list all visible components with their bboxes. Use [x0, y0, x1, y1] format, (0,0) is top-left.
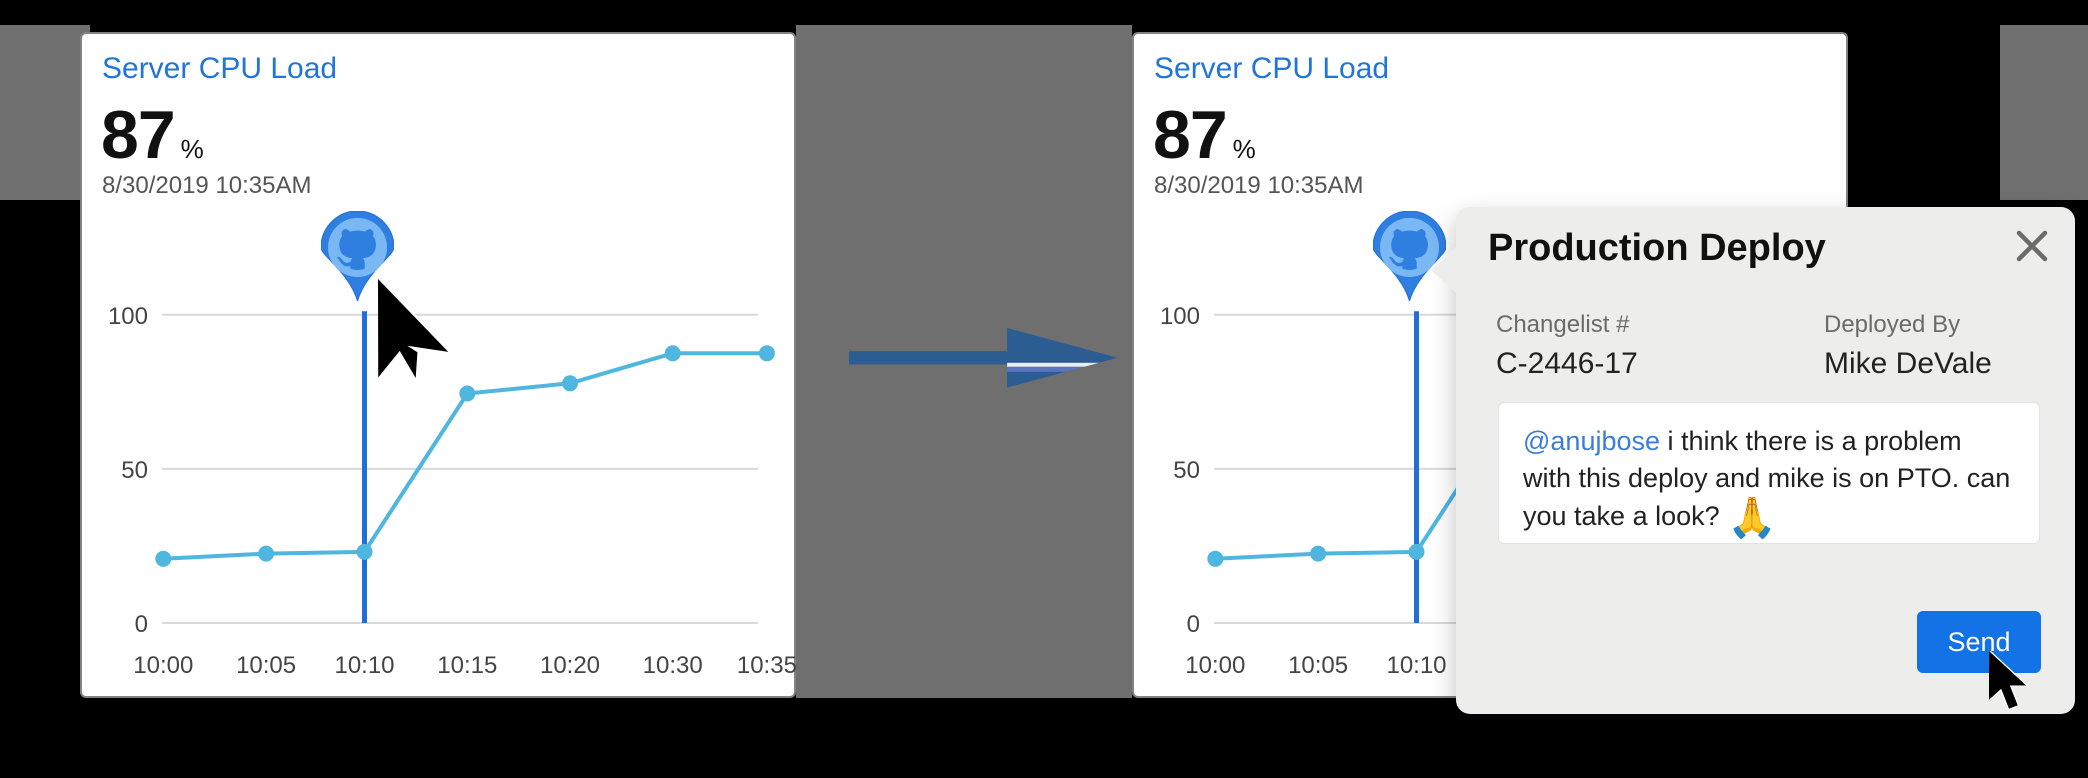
svg-text:10:10: 10:10	[334, 652, 394, 679]
svg-text:10:20: 10:20	[540, 652, 600, 679]
svg-text:10:05: 10:05	[1288, 652, 1348, 679]
svg-text:10:35: 10:35	[737, 652, 797, 679]
svg-text:50: 50	[1173, 457, 1200, 484]
svg-text:0: 0	[135, 611, 148, 638]
svg-text:10:05: 10:05	[236, 652, 296, 679]
svg-text:0: 0	[1187, 611, 1200, 638]
svg-text:10:30: 10:30	[643, 652, 703, 679]
svg-text:50: 50	[121, 457, 148, 484]
svg-text:100: 100	[108, 303, 148, 330]
svg-text:10:10: 10:10	[1386, 652, 1446, 679]
svg-text:100: 100	[1160, 303, 1200, 330]
svg-text:10:00: 10:00	[133, 652, 193, 679]
svg-text:10:00: 10:00	[1185, 652, 1245, 679]
svg-text:10:15: 10:15	[437, 652, 497, 679]
